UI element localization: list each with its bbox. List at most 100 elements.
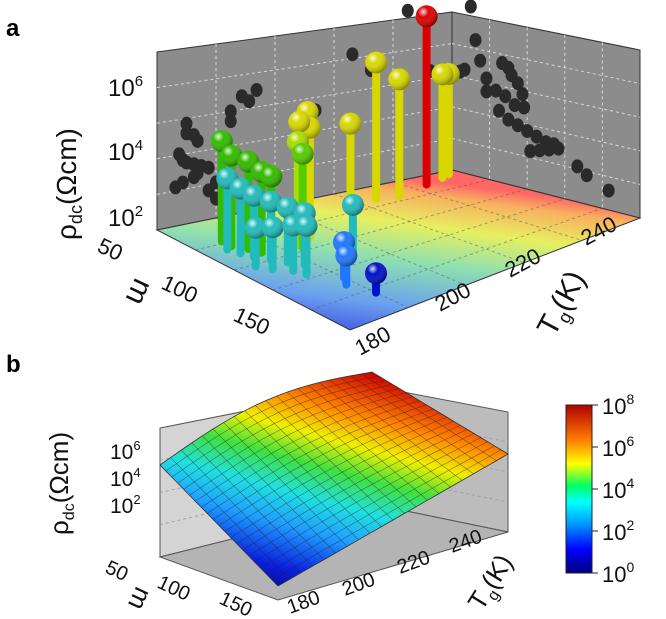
data-point-highlight bbox=[288, 110, 311, 133]
wall-projection-dot bbox=[489, 83, 502, 98]
mesh-line bbox=[202, 435, 325, 560]
wall-projection-dot bbox=[474, 53, 487, 68]
wall-projection-dot bbox=[191, 166, 204, 181]
wall-projection-dot bbox=[224, 114, 237, 129]
mesh-line bbox=[329, 379, 463, 481]
data-point-highlight bbox=[335, 244, 358, 267]
grid-line bbox=[451, 137, 641, 185]
data-point-highlight bbox=[244, 216, 267, 239]
panel-b: b 102 104 106 ρdc(Ωcm) 50 100 150 m bbox=[6, 351, 634, 619]
mesh-line bbox=[180, 449, 302, 574]
colorbar-tick-label: 108 bbox=[602, 391, 634, 419]
mesh-line bbox=[340, 377, 474, 475]
panel-b-surface bbox=[159, 371, 509, 587]
data-point-highlight bbox=[291, 142, 314, 165]
mesh-line bbox=[308, 385, 440, 494]
data-point-highlight bbox=[242, 184, 265, 207]
grid-line bbox=[451, 106, 641, 152]
colorbar-tick-label: 100 bbox=[602, 559, 634, 587]
panel-a-x-axis-title: m bbox=[119, 274, 159, 311]
data-point-highlight bbox=[415, 5, 438, 28]
grid-line bbox=[156, 74, 453, 124]
panel-a-x-tick-100: 100 bbox=[158, 270, 202, 308]
wall-projection-dot bbox=[243, 94, 256, 109]
wall-projection-dot bbox=[401, 3, 414, 18]
wall-projection-dot bbox=[480, 71, 493, 86]
wall-projection-dot bbox=[508, 98, 521, 113]
wall-projection-dot bbox=[191, 133, 204, 148]
panel-a-z-axis-title: ρdc(Ωcm) bbox=[51, 128, 86, 240]
panel-b-x-axis-title: m bbox=[122, 583, 158, 615]
mesh-line bbox=[297, 388, 428, 501]
panel-b-colorbar-ticks: 100 102 104 106 108 bbox=[592, 391, 634, 587]
data-point-highlight bbox=[220, 144, 243, 167]
mesh-line bbox=[212, 428, 336, 554]
mesh-line bbox=[255, 405, 382, 527]
grid-line bbox=[272, 198, 565, 291]
wall-projection-dot bbox=[530, 129, 543, 144]
wall-projection-dot bbox=[180, 116, 193, 131]
wall-projection-dot bbox=[547, 137, 560, 152]
wall-projection-dot bbox=[511, 118, 524, 133]
data-point-highlight bbox=[365, 51, 388, 74]
panel-b-x-tick-150: 150 bbox=[216, 588, 256, 619]
colorbar-tick-label: 102 bbox=[602, 517, 634, 545]
mesh-line bbox=[287, 391, 417, 508]
data-point-highlight bbox=[341, 193, 364, 216]
panel-a-z-tick-6: 106 bbox=[108, 73, 143, 102]
panel-b-z-tick-4: 104 bbox=[110, 465, 141, 491]
panel-b-z-tick-2: 102 bbox=[110, 492, 141, 518]
wall-projection-dot bbox=[224, 104, 237, 119]
wall-projection-dot bbox=[502, 112, 515, 127]
panel-a-z-tick-2: 102 bbox=[108, 203, 143, 232]
data-point-highlight bbox=[388, 68, 411, 91]
wall-projection-dot bbox=[511, 76, 524, 91]
panel-a: a 102 104 106 ρdc(Ωcm) 50 bbox=[6, 0, 642, 360]
grid-line bbox=[392, 181, 583, 241]
wall-projection-dot bbox=[250, 83, 263, 98]
wall-projection-dot bbox=[602, 183, 615, 198]
grid-line bbox=[371, 415, 509, 443]
data-point-highlight bbox=[339, 112, 362, 135]
data-point-highlight bbox=[261, 216, 284, 239]
mesh-line bbox=[223, 422, 348, 547]
data-point-highlight bbox=[276, 196, 299, 219]
panel-a-y-axis-title: Tg(K) bbox=[531, 265, 595, 342]
panel-b-y-axis-title: Tg(K) bbox=[462, 549, 522, 617]
panel-b-z-axis-title: ρdc(Ωcm) bbox=[44, 432, 78, 535]
panel-a-z-ticks: 102 104 106 bbox=[108, 73, 143, 232]
wall-projection-dot bbox=[176, 175, 189, 190]
surface-outline bbox=[159, 371, 509, 587]
mesh-line bbox=[318, 382, 451, 488]
grid-line bbox=[156, 106, 453, 160]
panel-b-letter: b bbox=[6, 351, 21, 378]
wall-projection-dot bbox=[480, 84, 493, 99]
wall-projection-dot bbox=[524, 144, 537, 159]
data-point-highlight bbox=[295, 214, 318, 237]
grid-line bbox=[333, 193, 525, 264]
grid-line bbox=[234, 188, 528, 271]
mesh-line bbox=[350, 375, 486, 468]
wall-projection-dot bbox=[499, 89, 512, 104]
panel-a-x-tick-150: 150 bbox=[230, 302, 274, 340]
wall-projection-dot bbox=[464, 0, 477, 14]
mesh-line bbox=[170, 457, 290, 580]
colorbar-tick-label: 106 bbox=[602, 433, 634, 461]
mesh-line bbox=[265, 400, 394, 521]
mesh-line bbox=[276, 395, 405, 514]
grid-line bbox=[156, 43, 453, 89]
panel-b-x-tick-50: 50 bbox=[102, 557, 131, 586]
data-point-highlight bbox=[259, 190, 282, 213]
mesh-line bbox=[244, 410, 371, 534]
panel-a-z-tick-4: 104 bbox=[108, 137, 143, 166]
wall-projection-dot bbox=[518, 100, 531, 115]
wall-projection-dot bbox=[202, 160, 215, 175]
wall-projection-dot bbox=[346, 47, 359, 62]
wall-projection-dot bbox=[580, 168, 593, 183]
wall-projection-dot bbox=[469, 33, 482, 48]
panel-b-colorbar bbox=[565, 404, 593, 574]
grid-line bbox=[451, 43, 641, 85]
colorbar-tick-label: 104 bbox=[602, 475, 634, 503]
panel-a-markers bbox=[210, 5, 460, 297]
